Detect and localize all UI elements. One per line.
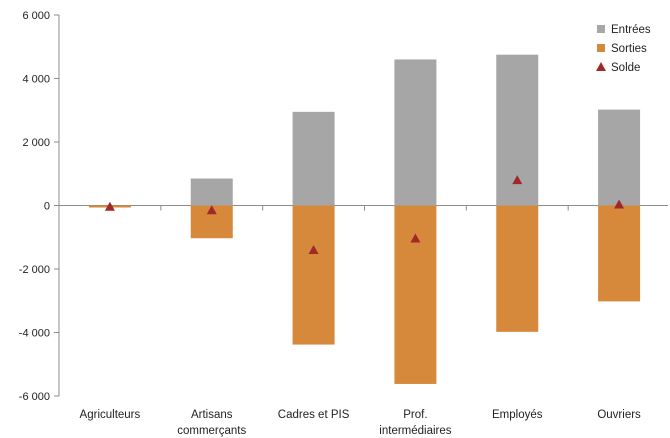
solde-marker: [104, 201, 115, 211]
chart-markers: [104, 175, 625, 254]
bar-entrees: [598, 109, 641, 206]
bar-sorties: [292, 205, 335, 345]
chart-legend: Entrées Sorties Solde: [596, 24, 651, 74]
legend-label: Sorties: [611, 43, 647, 55]
bar-entrees: [394, 59, 437, 206]
bar-sorties: [394, 205, 437, 384]
x-category-label: Artisans: [191, 409, 233, 421]
y-tick-label: -4 000: [19, 328, 50, 340]
solde-marker: [614, 199, 625, 209]
y-tick-label: 2 000: [22, 137, 50, 149]
legend-marker-solde: [596, 62, 606, 71]
bar-entrees: [190, 178, 233, 206]
legend-label: Solde: [611, 62, 640, 74]
bar-sorties: [496, 205, 539, 332]
bar-entrees: [292, 111, 335, 206]
solde-marker: [512, 175, 523, 185]
y-tick-label: -2 000: [19, 264, 50, 276]
chart-axes: [54, 14, 668, 397]
y-tick-label: 0: [44, 201, 50, 213]
solde-marker: [206, 205, 217, 215]
chart-bars: [88, 54, 641, 384]
x-category-label: Cadres et PIS: [278, 409, 350, 421]
x-category-label: Agriculteurs: [80, 409, 141, 421]
x-category-label: Employés: [492, 409, 543, 421]
solde-marker: [410, 233, 421, 243]
x-category-label: Prof.: [403, 409, 427, 421]
legend-label: Entrées: [611, 24, 651, 36]
bar-sorties: [598, 205, 641, 302]
legend-swatch: [597, 25, 605, 33]
x-category-label: Ouvriers: [597, 409, 641, 421]
solde-marker: [308, 244, 319, 254]
y-tick-label: 4 000: [22, 74, 50, 86]
x-category-label: intermédiaires: [379, 425, 451, 437]
y-tick-label: 6 000: [22, 10, 50, 22]
x-category-label: commerçants: [177, 425, 246, 437]
legend-swatch: [597, 44, 605, 52]
chart-labels: 6 000 4 000 2 000 0 -2 000 -4 000 -6 000 Agricu…: [19, 10, 641, 437]
y-tick-label: -6 000: [19, 391, 50, 403]
